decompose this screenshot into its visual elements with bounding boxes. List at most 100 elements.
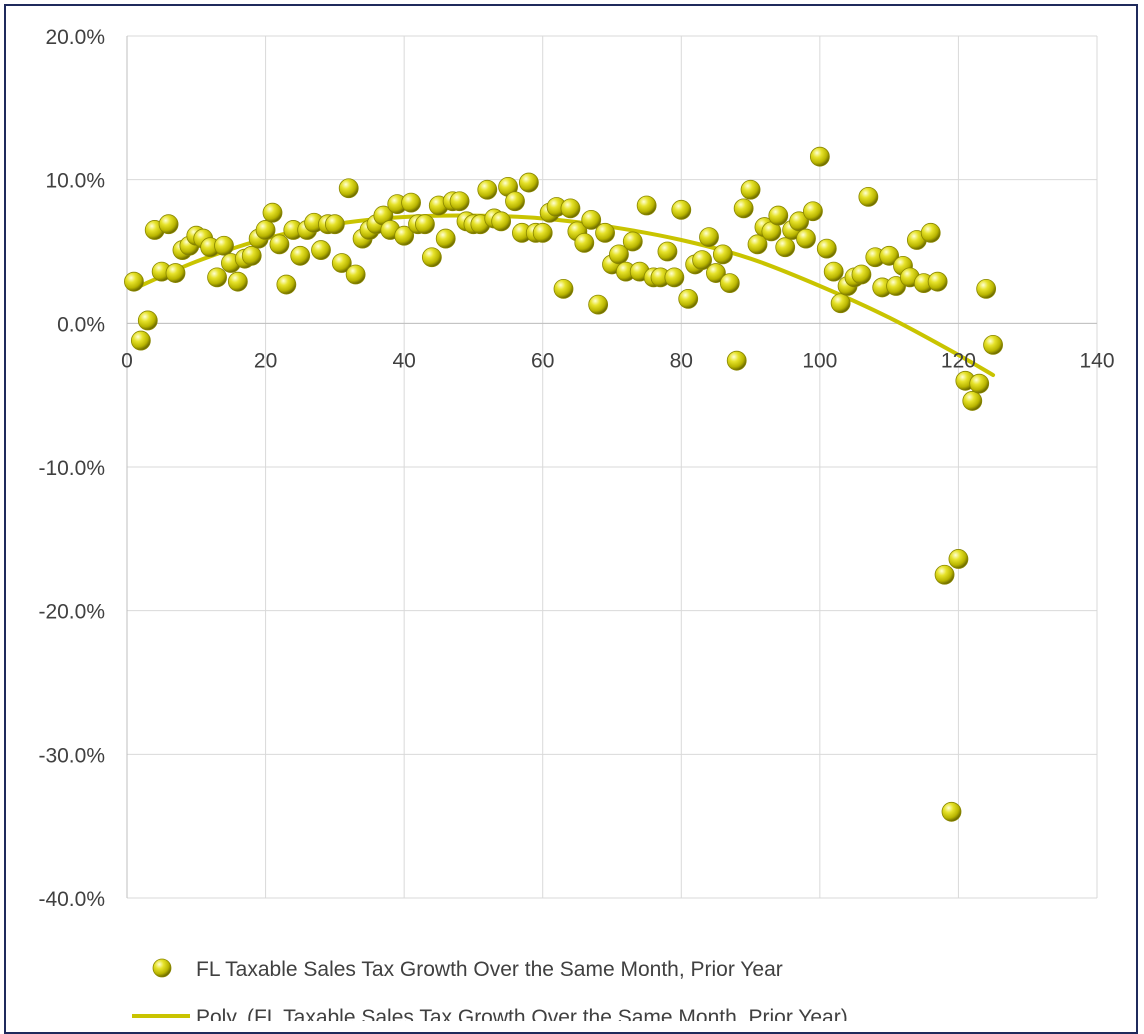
data-point xyxy=(331,253,352,273)
x-tick-label: 0 xyxy=(121,349,133,372)
data-point xyxy=(941,801,962,822)
data-point xyxy=(809,146,830,167)
data-point xyxy=(338,178,359,199)
data-point xyxy=(622,231,643,252)
data-point xyxy=(130,330,151,351)
data-point xyxy=(435,228,456,249)
y-tick-label: 10.0% xyxy=(45,170,105,193)
data-point xyxy=(962,391,983,411)
data-point xyxy=(851,264,872,285)
data-point xyxy=(699,227,719,248)
data-point xyxy=(747,234,768,255)
data-point xyxy=(401,192,421,213)
data-point xyxy=(740,179,761,200)
legend-scatter-marker xyxy=(152,958,172,978)
x-tick-label: 120 xyxy=(941,349,976,372)
data-point xyxy=(158,214,179,235)
data-point xyxy=(609,244,629,265)
data-point xyxy=(581,209,602,230)
data-point xyxy=(532,222,553,243)
x-tick-label: 60 xyxy=(531,349,554,372)
data-point xyxy=(823,261,844,282)
data-point xyxy=(124,271,144,292)
data-point xyxy=(207,267,227,288)
data-point xyxy=(595,222,615,243)
tick-labels: 0 20 40 60 80 100 120 140 20.0% 10.0% 0.0% -10.0% -2… xyxy=(38,26,1114,911)
data-point xyxy=(692,250,712,271)
legend-scatter-label: FL Taxable Sales Tax Growth Over the Sam… xyxy=(196,958,783,981)
data-point xyxy=(227,271,248,292)
data-point xyxy=(712,244,733,265)
data-point xyxy=(719,273,740,294)
y-tick-label: 20.0% xyxy=(45,26,105,49)
data-point xyxy=(269,234,290,255)
data-points xyxy=(124,146,1003,822)
data-point xyxy=(394,225,415,246)
data-point xyxy=(948,549,969,569)
data-point xyxy=(137,310,158,331)
data-point xyxy=(345,264,366,285)
data-point xyxy=(796,228,816,249)
data-point xyxy=(324,214,345,235)
data-point xyxy=(879,245,900,266)
legend-item-trendline: Poly. (FL Taxable Sales Tax Growth Over … xyxy=(132,1006,848,1021)
legend-trendline-label: Poly. (FL Taxable Sales Tax Growth Over … xyxy=(196,1006,848,1021)
data-point xyxy=(560,198,581,219)
data-point xyxy=(311,240,331,260)
data-point xyxy=(678,289,699,309)
data-point xyxy=(290,245,311,266)
chart-frame xyxy=(4,4,1138,1034)
x-tick-label: 100 xyxy=(802,349,837,372)
y-tick-label: -10.0% xyxy=(38,457,105,480)
x-tick-label: 140 xyxy=(1079,349,1114,372)
x-tick-label: 20 xyxy=(254,349,277,372)
data-point xyxy=(636,195,657,216)
x-tick-label: 40 xyxy=(392,349,415,372)
data-point xyxy=(983,334,1003,355)
y-tick-label: -20.0% xyxy=(38,601,105,624)
data-point xyxy=(165,263,186,283)
data-point xyxy=(920,222,941,243)
data-point xyxy=(588,294,609,315)
data-point xyxy=(927,271,948,292)
data-point xyxy=(976,278,997,299)
data-point xyxy=(214,235,234,256)
data-point xyxy=(276,274,297,295)
data-point xyxy=(449,191,470,212)
data-point xyxy=(241,245,262,266)
data-point xyxy=(518,172,539,193)
y-tick-label: -30.0% xyxy=(38,744,105,767)
legend-item-scatter: FL Taxable Sales Tax Growth Over the Sam… xyxy=(152,958,783,981)
data-point xyxy=(816,238,837,259)
data-point xyxy=(706,263,726,283)
data-point xyxy=(255,220,276,240)
axes xyxy=(126,36,1097,898)
data-point xyxy=(803,201,823,222)
data-point xyxy=(671,199,692,220)
data-point xyxy=(726,350,747,371)
data-point xyxy=(830,293,851,314)
data-point xyxy=(969,373,990,394)
data-point xyxy=(768,205,789,226)
data-point xyxy=(421,247,442,268)
data-point xyxy=(553,278,574,299)
data-point xyxy=(491,211,512,232)
data-point xyxy=(477,179,498,200)
data-point xyxy=(664,267,685,288)
y-tick-label: -40.0% xyxy=(38,888,105,911)
data-point xyxy=(415,214,435,235)
gridlines xyxy=(126,35,1098,899)
data-point xyxy=(505,191,525,212)
legend: FL Taxable Sales Tax Growth Over the Sam… xyxy=(132,958,848,1021)
x-tick-label: 80 xyxy=(670,349,693,372)
data-point xyxy=(858,187,879,207)
data-point xyxy=(775,237,796,258)
data-point xyxy=(934,564,955,585)
data-point xyxy=(574,232,595,253)
y-tick-label: 0.0% xyxy=(57,313,105,336)
data-point xyxy=(657,241,678,262)
data-point xyxy=(789,211,809,232)
data-point xyxy=(733,198,754,219)
data-point xyxy=(262,202,283,223)
